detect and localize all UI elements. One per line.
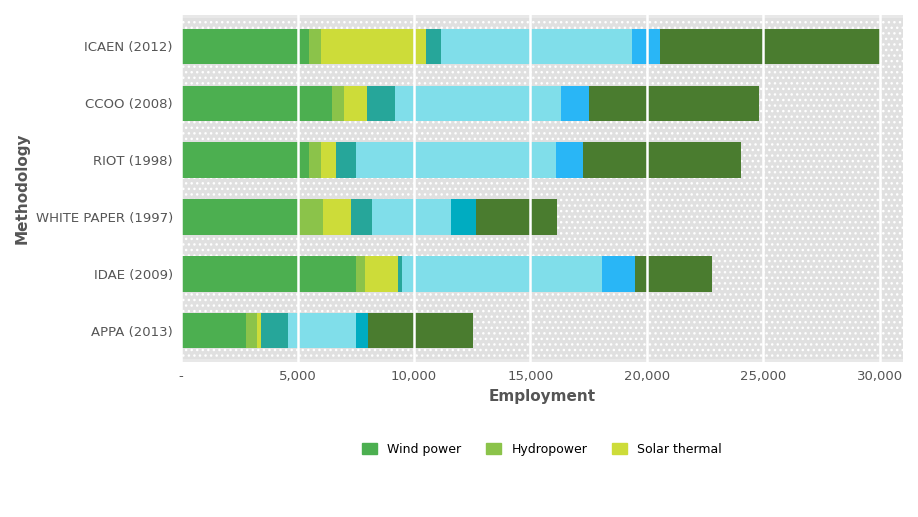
- Bar: [356, 143, 556, 178]
- Bar: [583, 143, 741, 178]
- Bar: [556, 143, 583, 178]
- Bar: [351, 200, 372, 235]
- Bar: [372, 200, 452, 235]
- Bar: [561, 85, 588, 121]
- Bar: [365, 256, 397, 292]
- Bar: [246, 313, 257, 348]
- Bar: [367, 85, 396, 121]
- Bar: [323, 200, 351, 235]
- Bar: [632, 28, 660, 64]
- Bar: [181, 143, 309, 178]
- Bar: [320, 143, 336, 178]
- Bar: [336, 143, 356, 178]
- Bar: [588, 85, 758, 121]
- Bar: [297, 200, 323, 235]
- Bar: [170, 189, 914, 246]
- Bar: [441, 28, 632, 64]
- Bar: [396, 85, 561, 121]
- Bar: [261, 313, 287, 348]
- Bar: [181, 200, 297, 235]
- Bar: [452, 200, 476, 235]
- Bar: [476, 200, 557, 235]
- Bar: [368, 313, 473, 348]
- Bar: [170, 246, 914, 302]
- Bar: [320, 28, 426, 64]
- Bar: [309, 143, 320, 178]
- Bar: [170, 302, 914, 359]
- Bar: [356, 256, 365, 292]
- Bar: [257, 313, 261, 348]
- Legend: Wind power, Hydropower, Solar thermal: Wind power, Hydropower, Solar thermal: [357, 438, 727, 461]
- Bar: [181, 85, 332, 121]
- Bar: [309, 28, 320, 64]
- Bar: [634, 256, 711, 292]
- Bar: [181, 256, 356, 292]
- Bar: [170, 75, 914, 132]
- X-axis label: Employment: Employment: [488, 389, 596, 404]
- Bar: [344, 85, 367, 121]
- Bar: [181, 313, 246, 348]
- Bar: [356, 313, 368, 348]
- Bar: [402, 256, 602, 292]
- Bar: [397, 256, 402, 292]
- Bar: [660, 28, 880, 64]
- Bar: [181, 28, 309, 64]
- Bar: [332, 85, 344, 121]
- Bar: [426, 28, 441, 64]
- Bar: [170, 18, 914, 75]
- Y-axis label: Methodology: Methodology: [15, 133, 30, 245]
- Bar: [602, 256, 634, 292]
- Bar: [170, 132, 914, 189]
- Bar: [287, 313, 356, 348]
